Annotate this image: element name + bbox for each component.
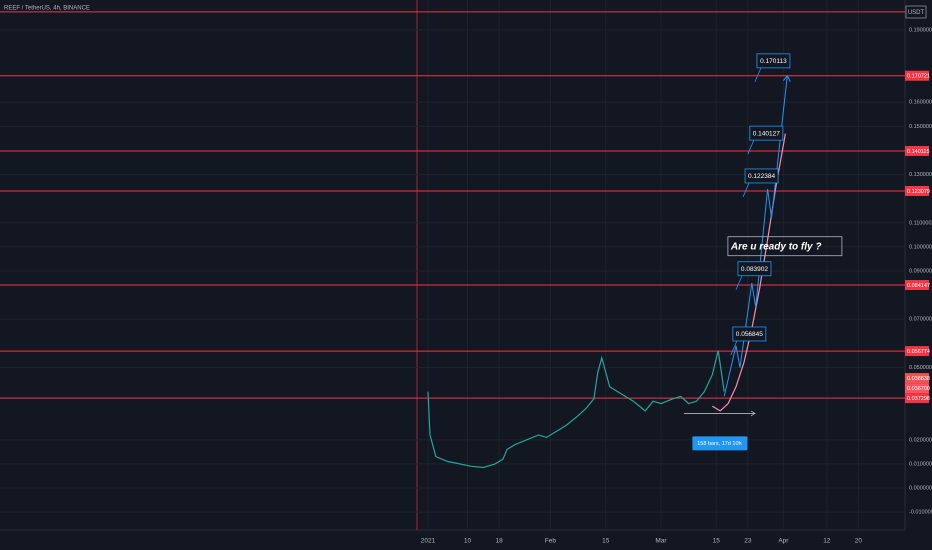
projection-path bbox=[723, 75, 788, 397]
callout-pointer bbox=[747, 140, 755, 155]
price-label: 0.036700 bbox=[907, 386, 930, 392]
range-arrowhead bbox=[750, 410, 756, 417]
level-label: 0.037298 bbox=[907, 396, 930, 402]
range-badge bbox=[692, 436, 748, 451]
annotation-box bbox=[727, 236, 843, 257]
y-tick-label: 0.100000 bbox=[909, 244, 932, 250]
range-label: 158 bars, 17d 10h bbox=[697, 441, 741, 447]
level-label: 0.056774 bbox=[907, 349, 930, 355]
callout-box bbox=[749, 125, 784, 141]
price-badge bbox=[905, 383, 929, 394]
y-tick-label: 0.130000 bbox=[909, 172, 932, 178]
callout-box bbox=[744, 168, 779, 184]
y-tick-label: 0.050000 bbox=[909, 365, 932, 371]
level-badge bbox=[905, 346, 929, 357]
y-tick-label: 0.010000 bbox=[909, 461, 932, 467]
callout-pointer bbox=[754, 67, 762, 83]
x-tick-label: 15 bbox=[713, 538, 721, 545]
x-tick-label: 12 bbox=[823, 538, 831, 545]
callout-box bbox=[756, 53, 791, 69]
x-tick-label: 23 bbox=[744, 538, 752, 545]
level-label: 0.140115 bbox=[907, 149, 930, 155]
y-tick-label: 0.160000 bbox=[909, 100, 932, 106]
y-tick-label: 0.110000 bbox=[909, 220, 932, 226]
y-tick-label: 0.090000 bbox=[909, 268, 932, 274]
callout-box bbox=[737, 261, 772, 277]
callout-pointer bbox=[742, 182, 750, 198]
level-label: 0.170721 bbox=[907, 74, 930, 80]
y-tick-label: 0.000000 bbox=[909, 485, 932, 491]
y-tick-label: 0.190000 bbox=[909, 27, 932, 33]
x-tick-label: 15 bbox=[602, 538, 610, 545]
price-line bbox=[427, 350, 725, 469]
callout-label: 0.083902 bbox=[741, 266, 768, 273]
callout-box bbox=[732, 326, 767, 342]
x-tick-label: 18 bbox=[495, 538, 503, 545]
price-badge bbox=[905, 373, 929, 384]
y-tick-label: 0.020000 bbox=[909, 437, 932, 443]
x-tick-label: Apr bbox=[778, 538, 789, 545]
price-label: 0.038838 bbox=[907, 376, 930, 382]
callout-label: 0.122384 bbox=[748, 173, 775, 180]
level-label: 0.084147 bbox=[907, 283, 930, 289]
annotation-text: Are u ready to fly ? bbox=[730, 241, 822, 252]
y-tick-label: 0.070000 bbox=[909, 317, 932, 323]
currency-badge bbox=[905, 5, 927, 19]
y-tick-label: 0.150000 bbox=[909, 124, 932, 130]
callout-label: 0.140127 bbox=[753, 130, 780, 137]
level-badge bbox=[905, 280, 929, 291]
callout-pointer bbox=[735, 275, 743, 290]
symbol-title: REEF / TetherUS, 4h, BINANCE bbox=[4, 6, 90, 12]
x-tick-label: Feb bbox=[545, 538, 557, 545]
level-badge bbox=[905, 70, 929, 81]
callout-pointer bbox=[730, 340, 738, 356]
level-badge bbox=[905, 145, 929, 156]
level-badge bbox=[905, 393, 929, 404]
callout-label: 0.056845 bbox=[736, 331, 763, 338]
callout-label: 0.170113 bbox=[760, 58, 787, 65]
projection-arrowhead bbox=[782, 74, 791, 82]
x-tick-label: Mar bbox=[655, 538, 667, 545]
x-tick-label: 20 bbox=[855, 538, 863, 545]
level-badge bbox=[905, 185, 929, 196]
x-tick-label: 10 bbox=[464, 538, 472, 545]
y-tick-label: -0.010000 bbox=[909, 510, 932, 516]
currency-label: USDT bbox=[908, 10, 925, 16]
level-label: 0.123079 bbox=[907, 189, 930, 195]
x-tick-label: 2021 bbox=[421, 538, 436, 545]
